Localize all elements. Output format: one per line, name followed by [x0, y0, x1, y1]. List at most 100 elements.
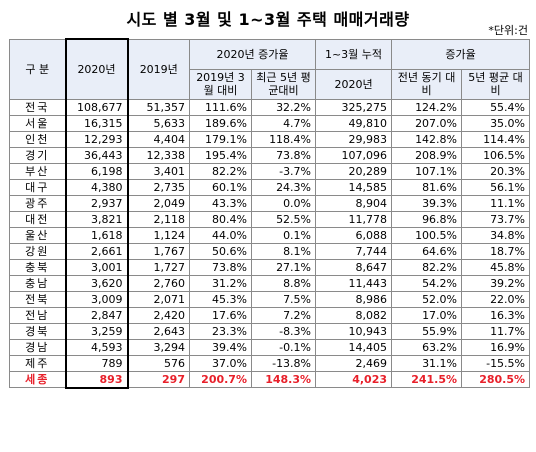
header-cumulative-2020: 2020년	[315, 68, 393, 100]
five-yr-cell: 16.9%	[461, 338, 531, 356]
vs-5yr-cell: 8.8%	[250, 274, 317, 292]
value-2020-cell: 2,937	[64, 194, 129, 212]
header-2020-change: 2020년 증가율	[188, 38, 317, 70]
five-yr-cell: 45.8%	[461, 258, 531, 276]
value-2020-cell: 2,661	[64, 242, 129, 260]
value-2020-cell: 4,593	[64, 338, 129, 356]
vs-2019-cell: 189.6%	[189, 114, 252, 132]
region-cell: 전북	[9, 290, 66, 308]
value-2019-cell: 3,401	[127, 162, 190, 180]
yoy-cell: 54.2%	[391, 274, 463, 292]
five-yr-cell: 73.7%	[461, 210, 531, 228]
cumulative-2020-cell: 8,904	[315, 194, 393, 212]
cumulative-2020-cell: 11,443	[315, 274, 393, 292]
vs-5yr-cell: 148.3%	[250, 370, 317, 388]
five-yr-cell: 11.7%	[461, 322, 531, 340]
region-cell: 광주	[9, 194, 66, 212]
cumulative-2020-cell: 14,585	[315, 178, 393, 196]
value-2019-cell: 51,357	[127, 98, 190, 116]
cumulative-2020-cell: 325,275	[315, 98, 393, 116]
value-2020-cell: 893	[64, 370, 129, 389]
vs-2019-cell: 17.6%	[189, 306, 252, 324]
value-2019-cell: 576	[127, 354, 190, 372]
vs-2019-cell: 60.1%	[189, 178, 252, 196]
yoy-cell: 64.6%	[391, 242, 463, 260]
value-2020-cell: 1,618	[64, 226, 129, 244]
yoy-cell: 100.5%	[391, 226, 463, 244]
table-row: 제주 789 576 37.0% -13.8% 2,469 31.1% -15.5%	[9, 354, 531, 372]
value-2020-cell: 789	[64, 354, 129, 372]
vs-2019-cell: 80.4%	[189, 210, 252, 228]
vs-5yr-cell: 118.4%	[250, 130, 317, 148]
header-cumulative: 1~3월 누적	[315, 38, 393, 70]
value-2020-cell: 3,001	[64, 258, 129, 276]
table-row: 광주 2,937 2,049 43.3% 0.0% 8,904 39.3% 11.1%	[9, 194, 531, 212]
vs-2019-cell: 179.1%	[189, 130, 252, 148]
vs-2019-cell: 50.6%	[189, 242, 252, 260]
vs-5yr-cell: 4.7%	[250, 114, 317, 132]
header-region: 구 분	[9, 38, 66, 100]
vs-5yr-cell: -8.3%	[250, 322, 317, 340]
region-cell: 경기	[9, 146, 66, 164]
vs-2019-cell: 39.4%	[189, 338, 252, 356]
yoy-cell: 81.6%	[391, 178, 463, 196]
vs-2019-cell: 82.2%	[189, 162, 252, 180]
value-2020-cell: 2,847	[64, 306, 129, 324]
header-vs-5yr-avg: 최근 5년 평균대비	[250, 68, 317, 100]
yoy-cell: 39.3%	[391, 194, 463, 212]
table-row: 경남 4,593 3,294 39.4% -0.1% 14,405 63.2% 16.9%	[9, 338, 531, 356]
vs-2019-cell: 43.3%	[189, 194, 252, 212]
region-cell: 경북	[9, 322, 66, 340]
table-row: 전북 3,009 2,071 45.3% 7.5% 8,986 52.0% 22.0%	[9, 290, 531, 308]
header-yoy: 전년 동기 대비	[391, 68, 463, 100]
vs-2019-cell: 31.2%	[189, 274, 252, 292]
cumulative-2020-cell: 107,096	[315, 146, 393, 164]
vs-5yr-cell: -3.7%	[250, 162, 317, 180]
value-2019-cell: 2,760	[127, 274, 190, 292]
header-5yr-avg: 5년 평균 대비	[461, 68, 531, 100]
value-2019-cell: 1,124	[127, 226, 190, 244]
vs-5yr-cell: 8.1%	[250, 242, 317, 260]
yoy-cell: 208.9%	[391, 146, 463, 164]
vs-5yr-cell: -13.8%	[250, 354, 317, 372]
five-yr-cell: 280.5%	[461, 370, 531, 388]
five-yr-cell: 35.0%	[461, 114, 531, 132]
value-2019-cell: 3,294	[127, 338, 190, 356]
region-cell: 제주	[9, 354, 66, 372]
unit-note: *단위:건	[488, 24, 528, 37]
five-yr-cell: 114.4%	[461, 130, 531, 148]
five-yr-cell: 11.1%	[461, 194, 531, 212]
vs-5yr-cell: 7.2%	[250, 306, 317, 324]
region-cell: 부산	[9, 162, 66, 180]
table-row: 대전 3,821 2,118 80.4% 52.5% 11,778 96.8% 73.7%	[9, 210, 531, 228]
yoy-cell: 63.2%	[391, 338, 463, 356]
vs-5yr-cell: 73.8%	[250, 146, 317, 164]
vs-2019-cell: 200.7%	[189, 370, 252, 388]
vs-5yr-cell: 7.5%	[250, 290, 317, 308]
cumulative-2020-cell: 4,023	[315, 370, 393, 388]
table-row: 인천 12,293 4,404 179.1% 118.4% 29,983 142.8% 114…	[9, 130, 531, 148]
five-yr-cell: 39.2%	[461, 274, 531, 292]
vs-5yr-cell: -0.1%	[250, 338, 317, 356]
five-yr-cell: 18.7%	[461, 242, 531, 260]
value-2020-cell: 3,009	[64, 290, 129, 308]
vs-5yr-cell: 0.0%	[250, 194, 317, 212]
cumulative-2020-cell: 10,943	[315, 322, 393, 340]
value-2020-cell: 3,620	[64, 274, 129, 292]
table-row: 충북 3,001 1,727 73.8% 27.1% 8,647 82.2% 45.8%	[9, 258, 531, 276]
cumulative-2020-cell: 20,289	[315, 162, 393, 180]
vs-5yr-cell: 0.1%	[250, 226, 317, 244]
cumulative-2020-cell: 49,810	[315, 114, 393, 132]
value-2020-cell: 4,380	[64, 178, 129, 196]
value-2019-cell: 2,049	[127, 194, 190, 212]
table-row: 경북 3,259 2,643 23.3% -8.3% 10,943 55.9% 11.7%	[9, 322, 531, 340]
five-yr-cell: 20.3%	[461, 162, 531, 180]
value-2019-cell: 1,727	[127, 258, 190, 276]
header-2020: 2020년	[64, 38, 129, 100]
five-yr-cell: 22.0%	[461, 290, 531, 308]
value-2019-cell: 12,338	[127, 146, 190, 164]
table-title: 시도 별 3월 및 1~3월 주택 매매거래량	[126, 10, 410, 29]
vs-2019-cell: 44.0%	[189, 226, 252, 244]
vs-2019-cell: 111.6%	[189, 98, 252, 116]
value-2020-cell: 6,198	[64, 162, 129, 180]
